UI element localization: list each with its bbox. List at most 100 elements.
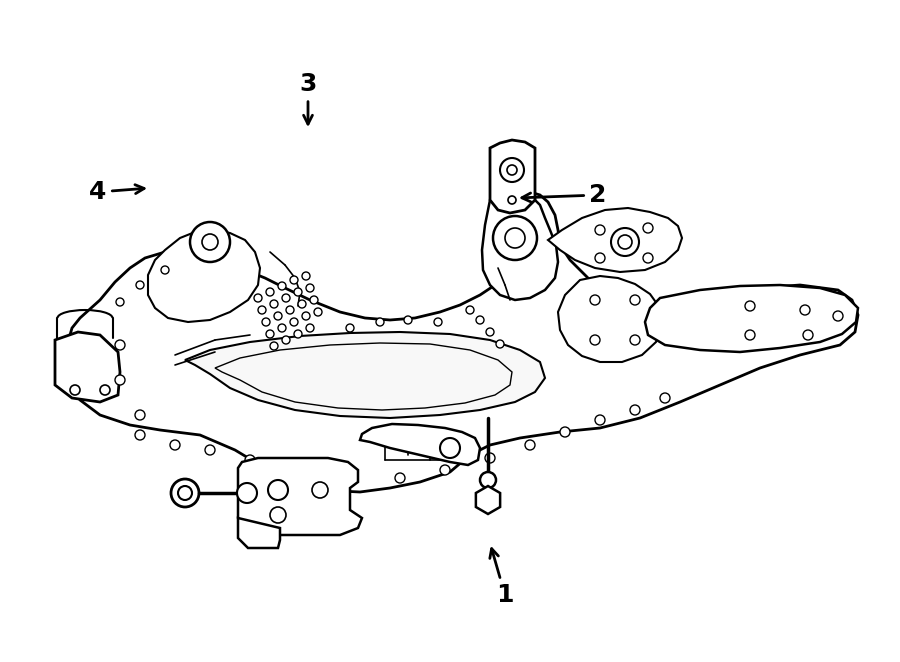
Polygon shape: [360, 424, 480, 465]
Circle shape: [434, 318, 442, 326]
Circle shape: [190, 222, 230, 262]
Circle shape: [590, 295, 600, 305]
Circle shape: [630, 295, 640, 305]
Circle shape: [161, 266, 169, 274]
Circle shape: [486, 328, 494, 336]
Circle shape: [485, 453, 495, 463]
Circle shape: [302, 312, 310, 320]
Circle shape: [508, 196, 516, 204]
Circle shape: [660, 393, 670, 403]
Circle shape: [294, 330, 302, 338]
Circle shape: [294, 288, 302, 296]
Circle shape: [630, 405, 640, 415]
Circle shape: [70, 385, 80, 395]
Polygon shape: [148, 230, 260, 322]
Circle shape: [278, 282, 286, 290]
Circle shape: [493, 216, 537, 260]
Polygon shape: [558, 276, 662, 362]
Circle shape: [643, 253, 653, 263]
Circle shape: [266, 288, 274, 296]
Text: 4: 4: [89, 180, 144, 204]
Circle shape: [178, 486, 192, 500]
Polygon shape: [490, 140, 535, 213]
Circle shape: [507, 165, 517, 175]
Circle shape: [278, 324, 286, 332]
Circle shape: [298, 300, 306, 308]
Circle shape: [270, 507, 286, 523]
Text: 1: 1: [490, 549, 514, 607]
Polygon shape: [238, 518, 280, 548]
Circle shape: [803, 330, 813, 340]
Circle shape: [312, 482, 328, 498]
Circle shape: [170, 440, 180, 450]
Circle shape: [135, 430, 145, 440]
Circle shape: [314, 308, 322, 316]
Circle shape: [274, 312, 282, 320]
Circle shape: [205, 445, 215, 455]
Circle shape: [270, 300, 278, 308]
Circle shape: [302, 272, 310, 280]
Circle shape: [745, 301, 755, 311]
Circle shape: [630, 335, 640, 345]
Circle shape: [258, 306, 266, 314]
Circle shape: [290, 276, 298, 284]
Circle shape: [262, 318, 270, 326]
Polygon shape: [645, 285, 858, 352]
Circle shape: [282, 294, 290, 302]
Circle shape: [745, 330, 755, 340]
Circle shape: [286, 306, 294, 314]
Circle shape: [136, 281, 144, 289]
Polygon shape: [476, 486, 500, 514]
Circle shape: [335, 473, 345, 483]
Polygon shape: [55, 332, 120, 402]
Text: 3: 3: [300, 72, 317, 124]
Circle shape: [306, 284, 314, 292]
Polygon shape: [238, 458, 362, 535]
Circle shape: [476, 316, 484, 324]
Circle shape: [115, 375, 125, 385]
Circle shape: [282, 336, 290, 344]
Circle shape: [595, 415, 605, 425]
Circle shape: [135, 410, 145, 420]
Circle shape: [270, 342, 278, 350]
Circle shape: [254, 294, 262, 302]
Circle shape: [595, 225, 605, 235]
Polygon shape: [185, 332, 545, 418]
Circle shape: [290, 318, 298, 326]
Text: 2: 2: [522, 183, 607, 207]
Circle shape: [290, 465, 300, 475]
Circle shape: [346, 324, 354, 332]
Circle shape: [595, 253, 605, 263]
Circle shape: [268, 480, 288, 500]
Circle shape: [590, 335, 600, 345]
Circle shape: [171, 479, 199, 507]
Circle shape: [833, 311, 843, 321]
Circle shape: [404, 316, 412, 324]
Polygon shape: [548, 208, 682, 272]
Circle shape: [395, 473, 405, 483]
Circle shape: [618, 235, 632, 249]
Circle shape: [100, 385, 110, 395]
Circle shape: [266, 330, 274, 338]
Circle shape: [480, 472, 496, 488]
Circle shape: [440, 465, 450, 475]
Circle shape: [525, 440, 535, 450]
Polygon shape: [65, 192, 858, 492]
Circle shape: [496, 340, 504, 348]
Circle shape: [440, 438, 460, 458]
Circle shape: [310, 296, 318, 304]
Circle shape: [245, 455, 255, 465]
Circle shape: [376, 318, 384, 326]
Circle shape: [611, 228, 639, 256]
Circle shape: [800, 305, 810, 315]
Polygon shape: [482, 200, 558, 300]
Circle shape: [237, 483, 257, 503]
Circle shape: [116, 298, 124, 306]
Circle shape: [202, 234, 218, 250]
Circle shape: [500, 158, 524, 182]
Circle shape: [560, 427, 570, 437]
Circle shape: [306, 324, 314, 332]
Circle shape: [115, 340, 125, 350]
Circle shape: [505, 228, 525, 248]
Circle shape: [643, 223, 653, 233]
